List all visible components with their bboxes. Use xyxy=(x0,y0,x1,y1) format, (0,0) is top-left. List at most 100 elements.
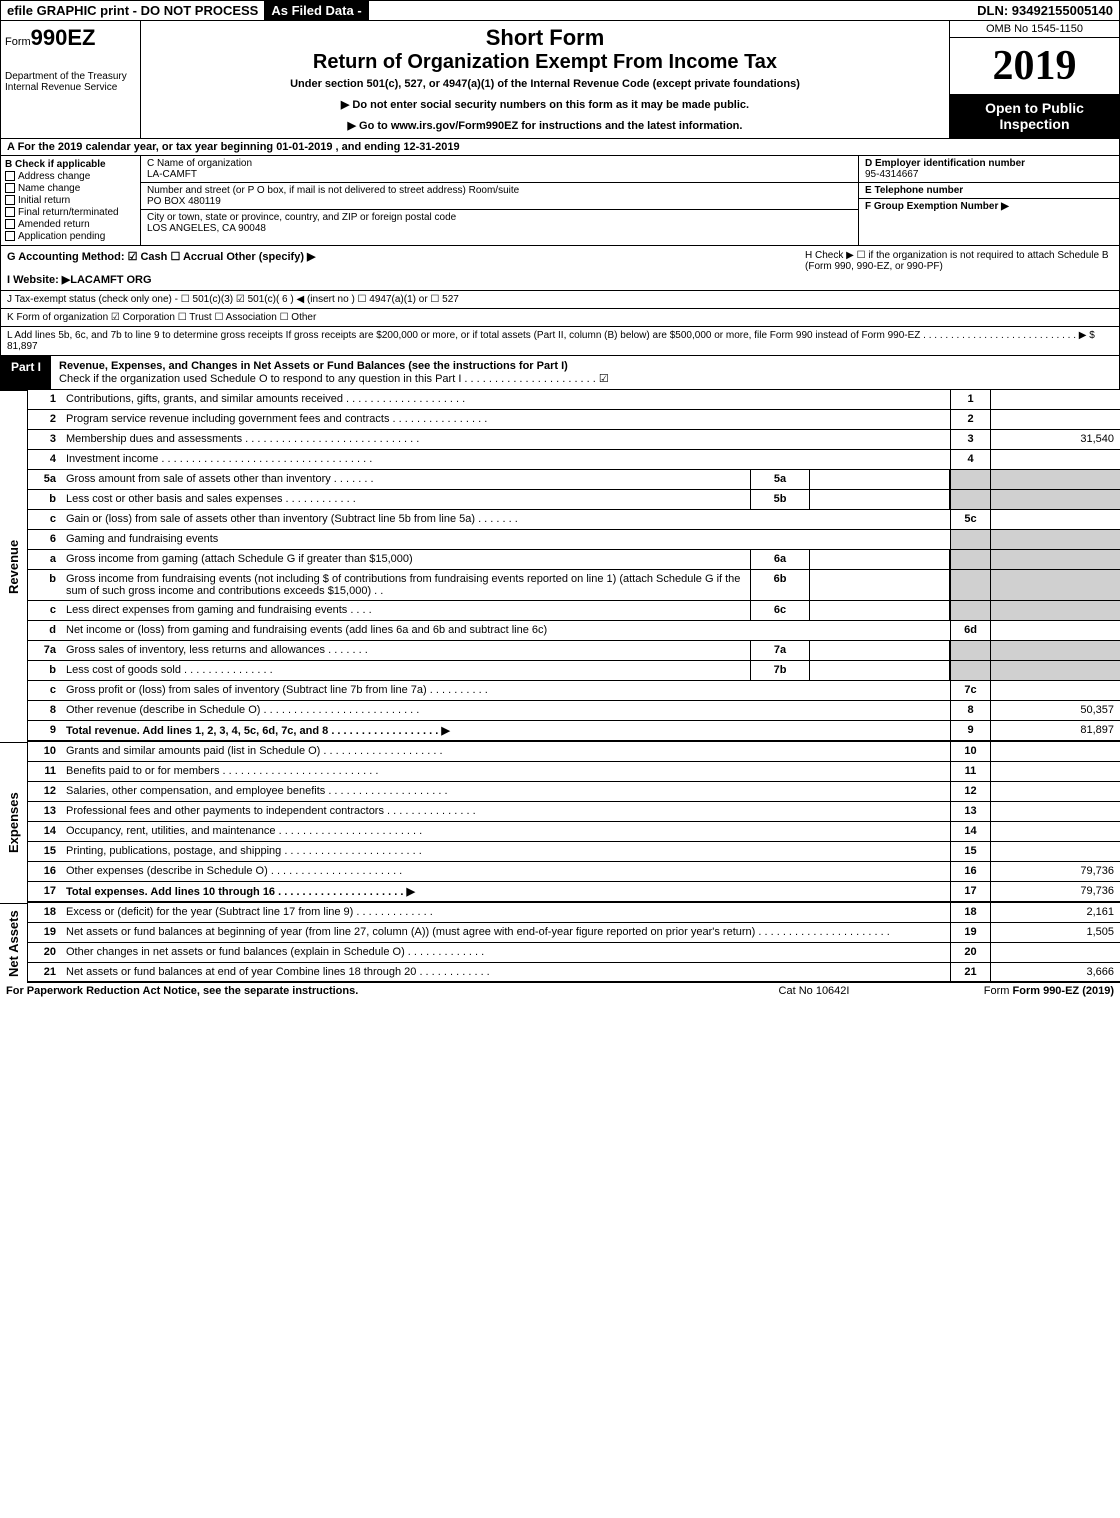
form990-label: Form990EZ xyxy=(5,25,136,51)
line-13: 13 Professional fees and other payments … xyxy=(28,802,1120,822)
line-6: 6 Gaming and fundraising events xyxy=(28,530,1120,550)
netassets-side-label: Net Assets xyxy=(0,903,28,983)
col-g-accounting: G Accounting Method: ☑ Cash ☐ Accrual Ot… xyxy=(1,246,799,290)
line-21: 21 Net assets or fund balances at end of… xyxy=(28,963,1120,983)
col-de: D Employer identification number 95-4314… xyxy=(859,156,1119,245)
line-1-val xyxy=(990,390,1120,409)
open-to-public: Open to Public Inspection xyxy=(950,94,1119,138)
line-15: 15 Printing, publications, postage, and … xyxy=(28,842,1120,862)
form-prefix: Form xyxy=(5,36,31,48)
col-b-head: B Check if applicable xyxy=(5,159,136,170)
revenue-group: Revenue 1 Contributions, gifts, grants, … xyxy=(0,390,1120,742)
cb-final-return[interactable]: Final return/terminated xyxy=(5,207,136,218)
cb-address-change[interactable]: Address change xyxy=(5,171,136,182)
tax-year: 2019 xyxy=(950,38,1119,94)
ssn-notice: ▶ Do not enter social security numbers o… xyxy=(149,98,941,111)
cb-name-change[interactable]: Name change xyxy=(5,183,136,194)
expenses-group: Expenses 10 Grants and similar amounts p… xyxy=(0,742,1120,903)
line-6d: d Net income or (loss) from gaming and f… xyxy=(28,621,1120,641)
irs-label: Internal Revenue Service xyxy=(5,82,136,93)
line-3: 3 Membership dues and assessments . . . … xyxy=(28,430,1120,450)
line-10: 10 Grants and similar amounts paid (list… xyxy=(28,742,1120,762)
org-addr-label: Number and street (or P O box, if mail i… xyxy=(147,185,852,196)
col-h-scheduleb: H Check ▶ ☐ if the organization is not r… xyxy=(799,246,1119,290)
line-2: 2 Program service revenue including gove… xyxy=(28,410,1120,430)
group-exemption-label: F Group Exemption Number ▶ xyxy=(865,201,1113,212)
org-name-row: C Name of organization LA-CAMFT xyxy=(141,156,858,183)
line-19: 19 Net assets or fund balances at beginn… xyxy=(28,923,1120,943)
org-addr-row: Number and street (or P O box, if mail i… xyxy=(141,183,858,210)
header-row: Form990EZ Department of the Treasury Int… xyxy=(0,21,1120,139)
line-7a: 7a Gross sales of inventory, less return… xyxy=(28,641,1120,661)
line-6c: c Less direct expenses from gaming and f… xyxy=(28,601,1120,621)
row-l-gross-receipts: L Add lines 5b, 6c, and 7b to line 9 to … xyxy=(0,327,1120,356)
org-city-value: LOS ANGELES, CA 90048 xyxy=(147,223,852,234)
topbar-left: efile GRAPHIC print - DO NOT PROCESS As … xyxy=(1,1,971,20)
line-5c: c Gain or (loss) from sale of assets oth… xyxy=(28,510,1120,530)
col-b-checks: B Check if applicable Address change Nam… xyxy=(1,156,141,245)
line-4: 4 Investment income . . . . . . . . . . … xyxy=(28,450,1120,470)
revenue-body: 1 Contributions, gifts, grants, and simi… xyxy=(28,390,1120,742)
goto-link[interactable]: ▶ Go to www.irs.gov/Form990EZ for instru… xyxy=(149,119,941,132)
footer-paperwork: For Paperwork Reduction Act Notice, see … xyxy=(6,985,714,997)
ein-row: D Employer identification number 95-4314… xyxy=(859,156,1119,183)
part1-check: Check if the organization used Schedule … xyxy=(59,373,609,385)
line-5a: 5a Gross amount from sale of assets othe… xyxy=(28,470,1120,490)
org-city-label: City or town, state or province, country… xyxy=(147,212,852,223)
website-row: I Website: ▶LACAMFT ORG xyxy=(7,273,793,286)
header-left: Form990EZ Department of the Treasury Int… xyxy=(1,21,141,138)
part1-title: Revenue, Expenses, and Changes in Net As… xyxy=(51,356,1119,389)
return-title: Return of Organization Exempt From Incom… xyxy=(149,51,941,74)
line-1-num: 1 xyxy=(28,390,62,409)
netassets-body: 18 Excess or (deficit) for the year (Sub… xyxy=(28,903,1120,983)
efile-label: efile GRAPHIC print - DO NOT PROCESS xyxy=(1,1,265,20)
revenue-side-label: Revenue xyxy=(0,390,28,742)
part1-header: Part I Revenue, Expenses, and Changes in… xyxy=(0,356,1120,390)
shortform-title: Short Form xyxy=(149,25,941,51)
expenses-side-label: Expenses xyxy=(0,742,28,903)
group-exemption-row: F Group Exemption Number ▶ xyxy=(859,199,1119,214)
cb-amended-return[interactable]: Amended return xyxy=(5,219,136,230)
row-j-tax-exempt: J Tax-exempt status (check only one) - ☐… xyxy=(0,291,1120,309)
line-8: 8 Other revenue (describe in Schedule O)… xyxy=(28,701,1120,721)
line-7c: c Gross profit or (loss) from sales of i… xyxy=(28,681,1120,701)
under-section: Under section 501(c), 527, or 4947(a)(1)… xyxy=(149,78,941,90)
line-1-col: 1 xyxy=(950,390,990,409)
dept-label: Department of the Treasury xyxy=(5,71,136,82)
tel-label: E Telephone number xyxy=(865,185,1113,196)
expenses-body: 10 Grants and similar amounts paid (list… xyxy=(28,742,1120,903)
bcde-row: B Check if applicable Address change Nam… xyxy=(0,156,1120,246)
footer-row: For Paperwork Reduction Act Notice, see … xyxy=(0,983,1120,999)
org-addr-value: PO BOX 480119 xyxy=(147,196,852,207)
accounting-method: G Accounting Method: ☑ Cash ☐ Accrual Ot… xyxy=(7,250,793,263)
line-9: 9 Total revenue. Add lines 1, 2, 3, 4, 5… xyxy=(28,721,1120,742)
gh-row: G Accounting Method: ☑ Cash ☐ Accrual Ot… xyxy=(0,246,1120,291)
cb-application-pending[interactable]: Application pending xyxy=(5,231,136,242)
ein-value: 95-4314667 xyxy=(865,169,1113,180)
line-14: 14 Occupancy, rent, utilities, and maint… xyxy=(28,822,1120,842)
ein-label: D Employer identification number xyxy=(865,158,1113,169)
part1-label: Part I xyxy=(1,356,51,389)
part1-title-bold: Revenue, Expenses, and Changes in Net As… xyxy=(59,360,568,372)
line-6b: b Gross income from fundraising events (… xyxy=(28,570,1120,601)
line-12: 12 Salaries, other compensation, and emp… xyxy=(28,782,1120,802)
org-name-label: C Name of organization xyxy=(147,158,852,169)
tel-row: E Telephone number xyxy=(859,183,1119,199)
asfiled-label: As Filed Data - xyxy=(265,1,368,20)
line-1: 1 Contributions, gifts, grants, and simi… xyxy=(28,390,1120,410)
org-city-row: City or town, state or province, country… xyxy=(141,210,858,236)
line-20: 20 Other changes in net assets or fund b… xyxy=(28,943,1120,963)
footer-formref: Form Form 990-EZ (2019) xyxy=(914,985,1114,997)
omb-number: OMB No 1545-1150 xyxy=(950,21,1119,38)
header-mid: Short Form Return of Organization Exempt… xyxy=(141,21,949,138)
line-16: 16 Other expenses (describe in Schedule … xyxy=(28,862,1120,882)
header-right: OMB No 1545-1150 2019 Open to Public Ins… xyxy=(949,21,1119,138)
form-number: 990EZ xyxy=(31,25,96,50)
line-6a: a Gross income from gaming (attach Sched… xyxy=(28,550,1120,570)
footer-catno: Cat No 10642I xyxy=(714,985,914,997)
cb-initial-return[interactable]: Initial return xyxy=(5,195,136,206)
dln-label: DLN: 93492155005140 xyxy=(971,1,1119,20)
row-k-form-org: K Form of organization ☑ Corporation ☐ T… xyxy=(0,309,1120,327)
line-18: 18 Excess or (deficit) for the year (Sub… xyxy=(28,903,1120,923)
line-7b: b Less cost of goods sold . . . . . . . … xyxy=(28,661,1120,681)
